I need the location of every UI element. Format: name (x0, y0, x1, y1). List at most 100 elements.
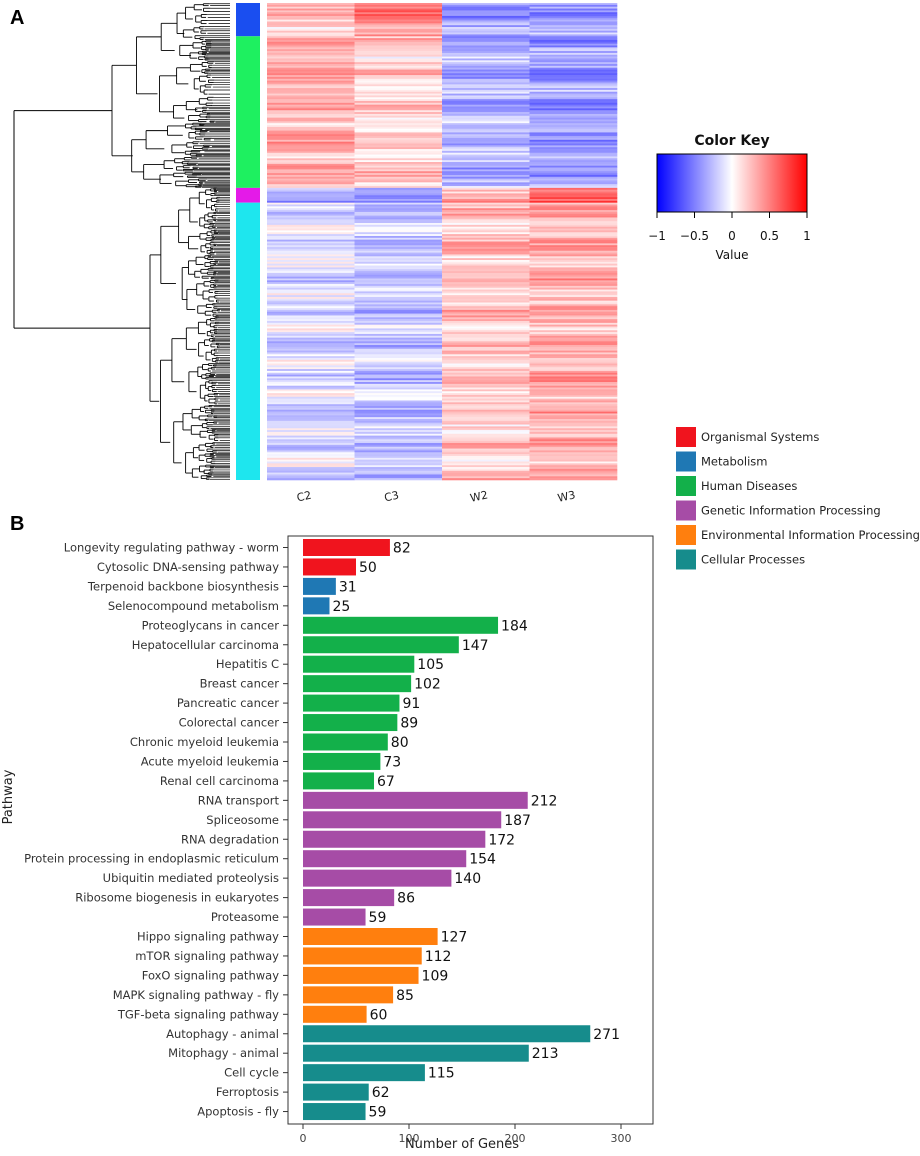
x-axis: 0 100 200 300 (300, 1124, 632, 1145)
value-label: 25 (333, 599, 351, 615)
category-label: FoxO signaling pathway (142, 968, 279, 982)
category-label: TGF-beta signaling pathway (117, 1007, 279, 1021)
x-tick-label: 300 (611, 1132, 632, 1145)
value-label: 59 (369, 910, 387, 926)
panel-label-a: A (10, 7, 24, 29)
bar (303, 1025, 591, 1043)
category-label: Mitophagy - animal (168, 1046, 279, 1060)
plot-frame (287, 535, 654, 1125)
cluster-sidebar (236, 3, 260, 480)
bar (303, 694, 400, 712)
row-dendrogram (13, 3, 230, 480)
bar (303, 539, 390, 556)
category-label: MAPK signaling pathway - fly (113, 988, 279, 1002)
value-label: 67 (377, 774, 395, 790)
legend-label: Human Diseases (701, 479, 797, 493)
category-label: Acute myeloid leukemia (141, 754, 279, 768)
value-label: 102 (414, 677, 441, 693)
color-key-tick-label: −0.5 (680, 229, 709, 243)
category-label: RNA degradation (181, 832, 279, 846)
legend-label: Environmental Information Processing (701, 528, 920, 542)
color-key-tick-label: 1 (803, 229, 811, 243)
x-tick-label: 100 (399, 1132, 420, 1145)
category-label: Renal cell carcinoma (160, 774, 279, 788)
category-label: Ribosome biogenesis in eukaryotes (75, 891, 279, 905)
color-key-xlabel: Value (716, 248, 749, 262)
bar (303, 616, 499, 634)
value-label: 172 (488, 832, 515, 848)
cluster-bar (236, 3, 260, 37)
bar (303, 577, 336, 595)
value-label: 115 (428, 1066, 455, 1082)
value-label: 212 (531, 793, 558, 809)
bar (303, 986, 394, 1004)
bar (303, 928, 438, 945)
category-label: Colorectal cancer (179, 716, 280, 730)
bar (303, 889, 395, 907)
category-label: Cell cycle (224, 1066, 279, 1080)
category-label: Hepatitis C (216, 657, 279, 671)
category-label: RNA transport (198, 793, 280, 807)
bar (303, 1064, 425, 1082)
legend-swatch (676, 476, 696, 496)
value-label: 140 (454, 871, 481, 887)
bar (303, 714, 398, 732)
value-label: 91 (402, 696, 420, 712)
value-label: 105 (417, 657, 444, 673)
heatmap-column-label: W3 (556, 488, 576, 504)
legend-swatch (676, 525, 696, 545)
value-label: 59 (369, 1105, 387, 1121)
value-label: 89 (400, 716, 418, 732)
bar (303, 1083, 369, 1101)
value-label: 184 (501, 618, 528, 634)
category-label: Selenocompound metabolism (108, 599, 279, 613)
bar (303, 752, 381, 770)
color-key-ticks: −1 −0.5 0 0.5 1 (648, 212, 811, 243)
value-label: 85 (396, 988, 414, 1004)
category-label: Chronic myeloid leukemia (130, 735, 279, 749)
category-label: Ferroptosis (216, 1085, 279, 1099)
legend-label: Metabolism (701, 455, 767, 469)
bar (303, 597, 330, 615)
bar (303, 966, 419, 984)
legend: Organismal Systems Metabolism Human Diseas… (676, 427, 920, 570)
cluster-bar (236, 202, 260, 480)
category-label: Terpenoid backbone biosynthesis (87, 579, 279, 593)
color-key-gradient (656, 153, 808, 213)
category-label: Longevity regulating pathway - worm (64, 541, 279, 555)
value-label: 62 (372, 1085, 390, 1101)
bar-chart: Longevity regulating pathway - worm 82 Cyt… (24, 539, 620, 1121)
bar (303, 1044, 529, 1062)
category-label: Hippo signaling pathway (137, 930, 279, 944)
x-axis-title: Number of Genes (405, 1137, 519, 1152)
value-label: 86 (397, 891, 415, 907)
bar (303, 1103, 366, 1121)
legend-label: Cellular Processes (701, 553, 805, 567)
bar (303, 791, 528, 809)
y-axis-title: Pathway (1, 769, 16, 824)
category-label: Hepatocellular carcinoma (132, 638, 279, 652)
panel-label-b: B (10, 513, 24, 535)
category-label: Autophagy - animal (166, 1027, 279, 1041)
bar (303, 850, 467, 868)
x-tick-label: 200 (505, 1132, 526, 1145)
bar (303, 675, 412, 693)
value-label: 109 (422, 968, 449, 984)
bar (303, 947, 422, 965)
category-label: Ubiquitin mediated proteolysis (103, 871, 279, 885)
legend-swatch (676, 427, 696, 447)
color-key-tick-label: −1 (648, 229, 666, 243)
bar (303, 733, 388, 751)
category-label: Cytosolic DNA-sensing pathway (97, 560, 279, 574)
color-key: Color Key −1 −0.5 0 0.5 1 Value (648, 133, 811, 262)
category-label: Proteoglycans in cancer (142, 618, 280, 632)
value-label: 73 (383, 754, 401, 770)
cluster-bar (236, 36, 260, 188)
legend-swatch (676, 549, 696, 570)
bar (303, 772, 375, 790)
legend-swatch (676, 500, 696, 521)
bar (303, 1005, 367, 1023)
value-label: 271 (593, 1027, 620, 1043)
category-label: Apoptosis - fly (197, 1105, 279, 1119)
